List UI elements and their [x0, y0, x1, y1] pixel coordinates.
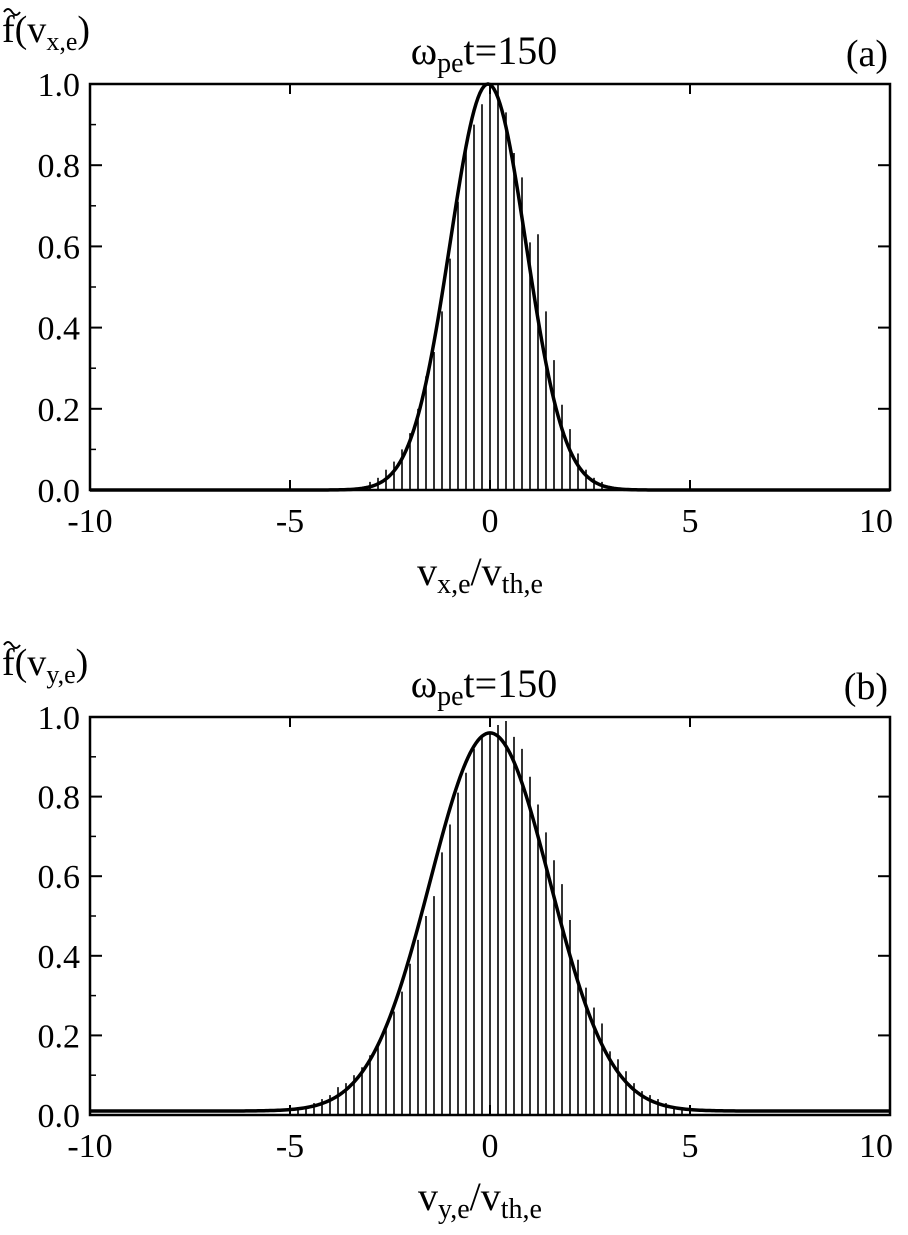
- y-label-main: f(v: [2, 9, 46, 51]
- x-label-mid: /v: [471, 549, 502, 594]
- x-label-mid: /v: [470, 1174, 501, 1219]
- y-tick-label: 0.4: [38, 311, 81, 348]
- fit-curve-b: [90, 731, 890, 1113]
- y-tick-label: 0.2: [38, 392, 81, 429]
- y-label-close: ): [76, 642, 89, 684]
- x-tick-label: 0: [482, 503, 499, 540]
- y-axis-label-a: f(vx,e): [2, 9, 90, 56]
- y-label-sub: x,e: [46, 27, 77, 56]
- x-axis-label-b: vy,e/vth,e: [418, 1174, 542, 1225]
- y-tick-label: 1.0: [38, 67, 81, 104]
- y-tick-label: 0.6: [38, 859, 81, 896]
- y-tick-label: 0.8: [38, 780, 81, 817]
- title-rest: t=150: [464, 661, 558, 706]
- chart-a-svg: -10 -5 0 5 100.00.20.40.60.81.0 f(vx,e) ωpet…: [2, 8, 894, 600]
- x-label-main: v: [417, 549, 437, 594]
- x-tick-label: 5: [682, 1128, 699, 1165]
- y-label-sub: y,e: [46, 660, 75, 689]
- histogram-bars-a: [369, 84, 611, 490]
- y-tick-label: 0.0: [38, 473, 81, 510]
- panel-label-b: (b): [844, 666, 888, 708]
- x-tick-label: -10: [67, 1128, 112, 1165]
- title-sub: pe: [437, 48, 463, 79]
- x-tick-label: 5: [682, 503, 699, 540]
- panel-label-a: (a): [846, 33, 888, 75]
- chart-title-b: ωpet=150: [411, 661, 557, 712]
- x-label-sub2: th,e: [501, 1194, 542, 1225]
- x-tick-label: 0: [482, 1128, 499, 1165]
- y-tick-label: 0.6: [38, 229, 81, 266]
- chart-b-svg: -10 -5 0 5 100.00.20.40.60.81.0 f(vy,e) ωpet…: [2, 641, 894, 1225]
- x-label-main: v: [418, 1174, 438, 1219]
- x-label-sub: y,e: [438, 1194, 470, 1225]
- x-label-sub: x,e: [437, 569, 470, 600]
- y-axis-label-b: f(vy,e): [2, 642, 88, 689]
- tilde-mark: [3, 641, 21, 649]
- x-tick-label: 10: [859, 1128, 893, 1165]
- y-tick-label: 0.0: [38, 1098, 81, 1135]
- axis-ticks-a: -10 -5 0 5 10 0.0 0.2 0.4 0.6 0.8 1.0: [38, 67, 894, 540]
- title-omega: ω: [411, 661, 437, 706]
- x-label-sub2: th,e: [502, 569, 543, 600]
- axis-ticks-b: -10 -5 0 5 10 0.0 0.2 0.4 0.6 0.8 1.0: [38, 700, 894, 1165]
- x-tick-label: -5: [276, 1128, 304, 1165]
- histogram-bars-b: [297, 720, 683, 1115]
- y-tick-label: 0.8: [38, 148, 81, 185]
- x-tick-label: -10: [67, 503, 112, 540]
- x-axis-label-a: vx,e/vth,e: [417, 549, 543, 600]
- title-rest: t=150: [464, 28, 558, 73]
- x-tick-label: -5: [276, 503, 304, 540]
- y-label-main: f(v: [2, 642, 46, 684]
- chart-panel-a: -10 -5 0 5 10 0.0 0.2 0.4 0.6 0.8 1.0 f(vx,e) ωpet…: [0, 0, 908, 615]
- y-label-close: ): [77, 9, 90, 51]
- chart-title-a: ωpet=150: [411, 28, 557, 79]
- tilde-mark: [3, 8, 21, 16]
- x-tick-label: 10: [859, 503, 893, 540]
- y-tick-label: 1.0: [38, 700, 81, 737]
- y-tick-label: 0.2: [38, 1018, 81, 1055]
- chart-panel-b: -10 -5 0 5 10 0.0 0.2 0.4 0.6 0.8 1.0 f(vy,e) ωpet…: [0, 615, 908, 1230]
- title-sub: pe: [437, 681, 463, 712]
- y-tick-label: 0.4: [38, 939, 81, 976]
- title-omega: ω: [411, 28, 437, 73]
